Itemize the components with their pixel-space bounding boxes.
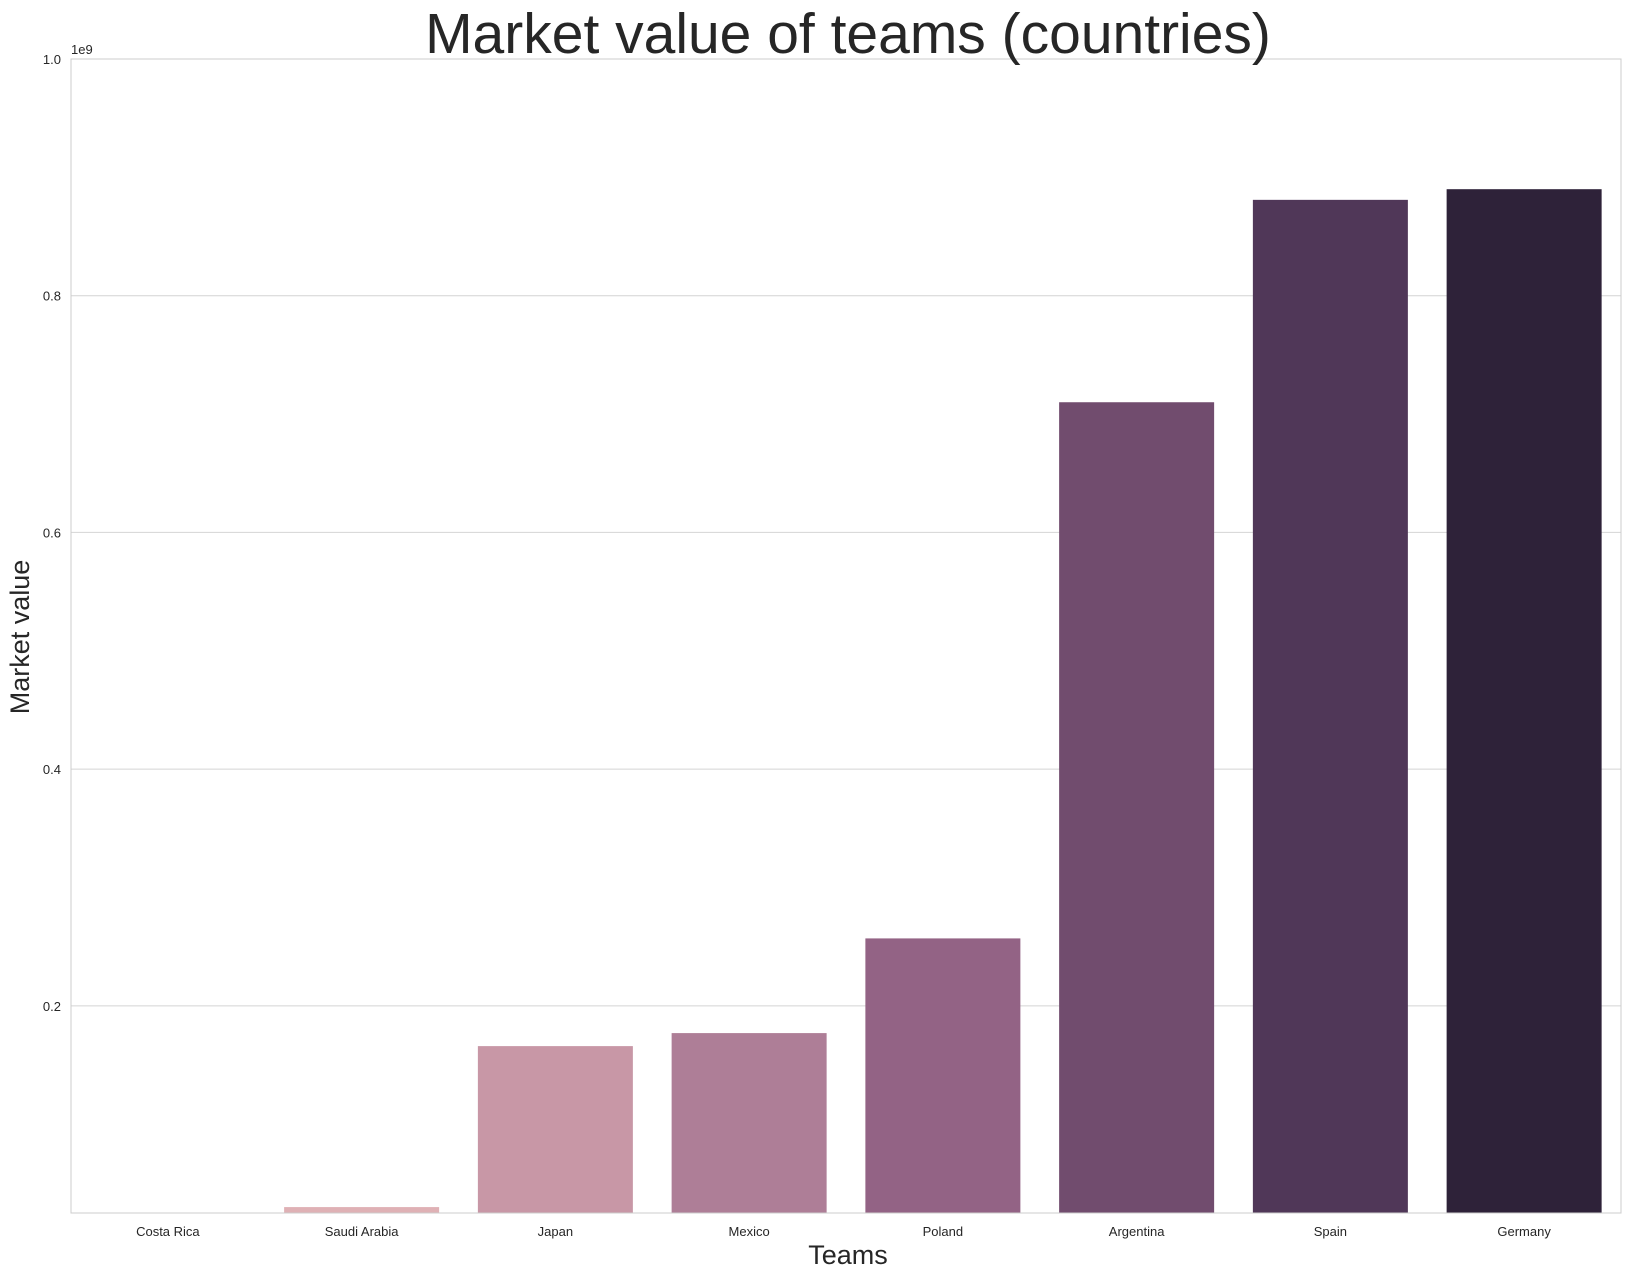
chart-title: Market value of teams (countries)	[425, 2, 1271, 66]
x-axis-label: Teams	[808, 1240, 888, 1270]
y-tick-label: 0.2	[43, 999, 61, 1014]
bars	[284, 189, 1602, 1214]
x-tick-label: Japan	[538, 1224, 573, 1239]
y-offset-label: 1e9	[71, 42, 93, 57]
x-tick-label: Spain	[1314, 1224, 1347, 1239]
y-tick-label: 1.0	[43, 52, 61, 67]
x-tick-label: Germany	[1497, 1224, 1551, 1239]
y-tick-label: 0.8	[43, 289, 61, 304]
x-tick-label: Mexico	[729, 1224, 770, 1239]
x-tick-label: Costa Rica	[136, 1224, 200, 1239]
bar-poland	[865, 938, 1021, 1213]
bar-germany	[1446, 189, 1602, 1213]
y-tick-labels: 0.2 0.4 0.6 0.8 1.0	[43, 52, 61, 1014]
plot-frame	[70, 58, 1622, 1214]
x-tick-label: Saudi Arabia	[325, 1224, 399, 1239]
bar-mexico	[671, 1033, 827, 1213]
x-tick-labels: Costa Rica Saudi Arabia Japan Mexico Poland A…	[136, 1224, 1551, 1239]
y-axis-label: Market value	[5, 560, 35, 715]
bar-japan	[477, 1046, 633, 1213]
y-tick-label: 0.6	[43, 525, 61, 540]
x-tick-label: Argentina	[1109, 1224, 1165, 1239]
x-tick-label: Poland	[923, 1224, 963, 1239]
bar-argentina	[1059, 402, 1215, 1213]
bar-saudi-arabia	[284, 1207, 440, 1213]
y-tick-label: 0.4	[43, 762, 61, 777]
bar-spain	[1252, 199, 1408, 1214]
